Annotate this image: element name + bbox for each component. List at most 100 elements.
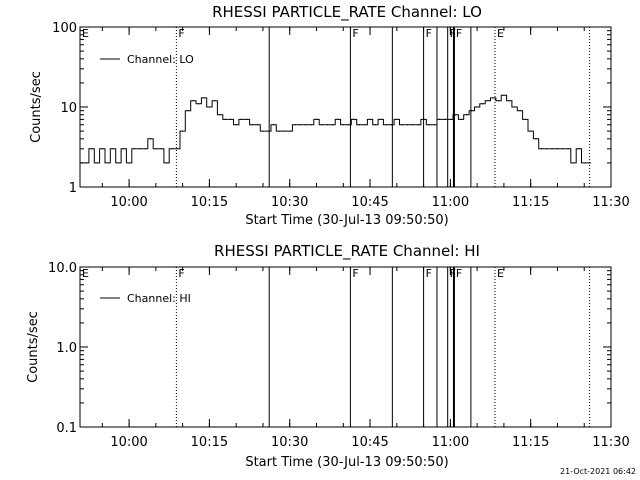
data-point [107, 162, 109, 164]
data-point [133, 148, 136, 150]
data-point [203, 97, 205, 99]
x-tick-label: 11:30 [592, 435, 629, 450]
x-tick-label: 10:45 [351, 195, 388, 210]
data-point [412, 124, 414, 126]
data-point [149, 138, 152, 140]
data-point [455, 114, 457, 116]
panel-lo-ylabel: Counts/sec [29, 71, 44, 143]
panel-lo-legend-label: Channel: LO [127, 53, 194, 66]
data-point [390, 124, 393, 126]
data-point [96, 162, 98, 164]
data-point [326, 124, 328, 126]
data-point [331, 124, 334, 126]
data-point [481, 103, 484, 105]
event-marker-label: E [497, 27, 504, 40]
data-point [240, 118, 243, 120]
data-point [562, 148, 564, 150]
data-point [91, 148, 93, 150]
data-point [401, 124, 403, 126]
data-point [85, 162, 87, 164]
event-marker-label: F [456, 27, 462, 40]
data-point [439, 118, 441, 120]
data-point [578, 148, 580, 150]
data-point [487, 100, 489, 102]
data-point [364, 124, 366, 126]
data-point [353, 118, 355, 120]
panel-hi-frame [79, 266, 612, 428]
data-point [524, 118, 526, 120]
data-point [514, 106, 516, 108]
data-point [176, 148, 178, 150]
x-tick-label: 10:00 [110, 435, 147, 450]
data-point [224, 118, 227, 120]
data-point [583, 162, 585, 164]
data-point [294, 124, 296, 126]
event-marker-label: F [426, 27, 432, 40]
data-point [342, 124, 344, 126]
data-point [380, 118, 382, 120]
panel-lo-frame [79, 26, 612, 188]
x-tick-label: 10:15 [191, 435, 228, 450]
panel-lo-x-ticks: 10:00 10:15 10:30 10:45 11:00 11:15 11:30 [101, 27, 630, 210]
data-point [80, 162, 82, 164]
x-tick-label: 11:30 [592, 195, 629, 210]
data-point [165, 162, 168, 164]
data-point [289, 130, 291, 132]
data-point [369, 118, 371, 120]
data-point [417, 124, 419, 126]
data-point [348, 124, 350, 126]
data-point [358, 124, 360, 126]
data-point [497, 100, 500, 102]
data-point [123, 148, 125, 150]
data-point [262, 130, 264, 132]
x-tick-label: 10:45 [351, 435, 388, 450]
event-marker-label: F [450, 27, 456, 40]
panel-lo-y-ticks: 1 10 100 [52, 21, 611, 196]
data-point [182, 130, 184, 132]
x-tick-label: 10:30 [271, 195, 308, 210]
data-point [315, 118, 318, 120]
panel-lo-legend: Channel: LO [100, 53, 194, 66]
data-point [428, 124, 430, 126]
data-point [535, 138, 537, 140]
y-tick-label: 100 [52, 21, 77, 36]
data-point [492, 97, 494, 99]
y-tick-label: 10.0 [48, 261, 77, 276]
y-tick-label: 10 [60, 101, 77, 116]
data-point [305, 124, 307, 126]
data-point [449, 118, 451, 120]
event-marker-label: F [178, 27, 184, 40]
data-point [546, 148, 548, 150]
data-point [530, 130, 532, 132]
panel-hi-legend-label: Channel: HI [127, 292, 191, 305]
data-point [519, 110, 521, 112]
data-point [460, 118, 462, 120]
data-point [139, 148, 141, 150]
data-point [396, 118, 398, 120]
event-marker-label: F [178, 267, 184, 280]
event-marker-label: E [497, 267, 504, 280]
data-point [155, 148, 157, 150]
event-marker-label: E [82, 267, 89, 280]
x-tick-label: 11:00 [432, 435, 469, 450]
panel-hi-y-ticks: 0.1 1.0 10.0 [48, 261, 611, 436]
footer-timestamp: 21-Oct-2021 06:42 [560, 467, 636, 476]
data-point [230, 118, 232, 120]
panel-lo-xlabel: Start Time (30-Jul-13 09:50:50) [245, 213, 448, 228]
data-point [556, 148, 559, 150]
data-point [171, 148, 173, 150]
event-marker-label: F [450, 267, 456, 280]
data-point [588, 162, 591, 164]
data-point [551, 148, 553, 150]
data-point [117, 162, 119, 164]
event-marker-label: F [352, 27, 358, 40]
data-point [246, 118, 248, 120]
data-point [192, 100, 194, 102]
event-marker-label: F [426, 267, 432, 280]
event-marker-label: F [456, 267, 462, 280]
panel-hi: RHESSI PARTICLE_RATE Channel: HI Counts/… [26, 242, 630, 470]
x-tick-label: 11:00 [432, 195, 469, 210]
